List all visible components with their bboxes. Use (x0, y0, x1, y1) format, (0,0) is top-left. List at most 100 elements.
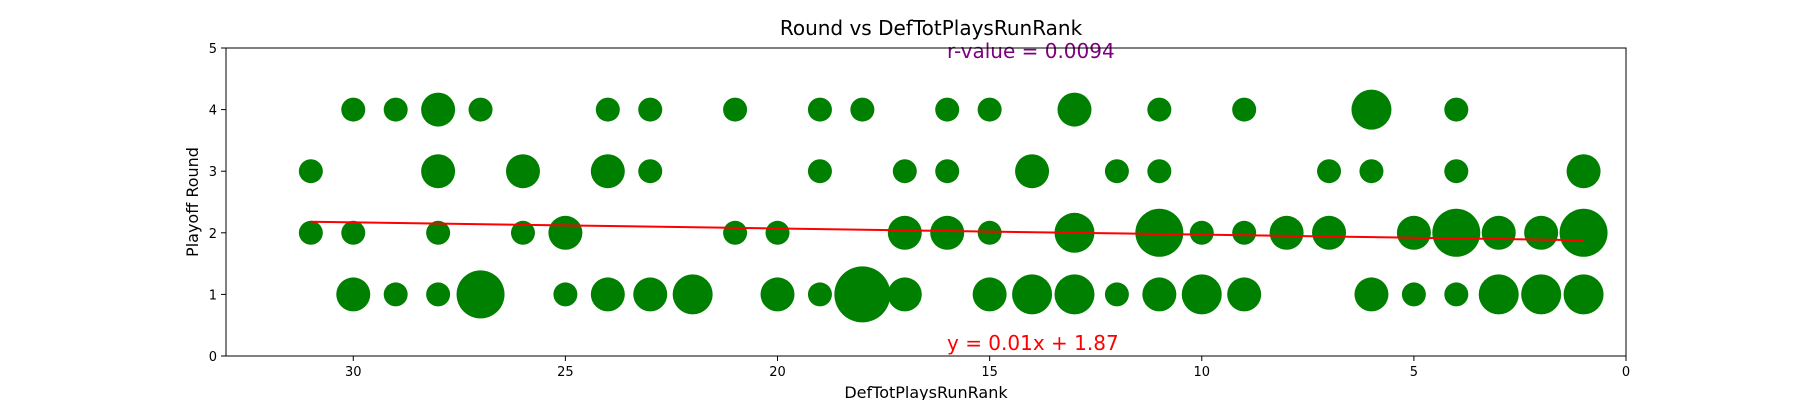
data-point (638, 159, 663, 184)
data-point (1559, 208, 1608, 257)
data-point (456, 270, 505, 319)
data-point (1142, 277, 1177, 312)
r-value-annotation: r-value = 0.0094 (947, 39, 1115, 63)
plot-frame (225, 47, 1627, 357)
data-point (1359, 159, 1384, 184)
trend-line-group (310, 220, 1584, 242)
trend-line (310, 220, 1584, 242)
data-point (1478, 274, 1519, 315)
y-tick-label: 5 (209, 42, 217, 57)
data-point (1104, 282, 1129, 307)
data-point (887, 215, 922, 250)
data-point (1269, 215, 1304, 250)
data-point (765, 220, 790, 245)
data-point (1444, 97, 1469, 122)
data-point (1012, 274, 1053, 315)
data-point (760, 277, 795, 312)
data-point (1054, 274, 1095, 315)
data-point (850, 97, 875, 122)
data-point (1057, 92, 1092, 127)
data-point (298, 159, 323, 184)
data-point (723, 97, 748, 122)
data-point (977, 220, 1002, 245)
data-point (1015, 154, 1050, 189)
data-point (977, 97, 1002, 122)
y-tick-label: 1 (209, 288, 217, 303)
data-point (426, 220, 451, 245)
data-point (595, 97, 620, 122)
data-point (421, 154, 456, 189)
data-point (1147, 97, 1172, 122)
data-point (1147, 159, 1172, 184)
x-tick-label: 0 (1622, 365, 1630, 380)
data-point (672, 274, 713, 315)
data-point (892, 159, 917, 184)
data-point (807, 97, 832, 122)
y-tick-label: 4 (209, 104, 217, 119)
data-point (1444, 282, 1469, 307)
data-point (1351, 89, 1392, 130)
data-point (1481, 215, 1516, 250)
data-point (1189, 220, 1214, 245)
x-tick-label: 20 (769, 365, 786, 380)
y-tick-label: 3 (209, 165, 217, 180)
data-point (1181, 274, 1222, 315)
data-point (935, 97, 960, 122)
x-axis-ticks: 30 25 20 15 10 5 0 (345, 356, 1630, 380)
data-point (505, 154, 540, 189)
x-tick-label: 15 (981, 365, 998, 380)
data-point (1521, 274, 1562, 315)
data-point (1354, 277, 1389, 312)
y-tick-label: 2 (209, 227, 217, 242)
y-tick-label: 0 (209, 350, 217, 365)
data-point (383, 282, 408, 307)
data-point (298, 220, 323, 245)
data-point (1317, 159, 1342, 184)
data-point (1227, 277, 1262, 312)
y-axis-ticks: 0 1 2 3 4 5 (209, 42, 226, 365)
data-point (510, 220, 535, 245)
data-point (1135, 208, 1184, 257)
data-point (590, 277, 625, 312)
data-point (834, 266, 891, 323)
data-point (935, 159, 960, 184)
data-point (930, 215, 965, 250)
data-point (468, 97, 493, 122)
data-point (553, 282, 578, 307)
data-point (336, 277, 371, 312)
data-point (1401, 282, 1426, 307)
data-point (1232, 97, 1257, 122)
data-point (887, 277, 922, 312)
data-point (341, 220, 366, 245)
x-tick-label: 10 (1193, 365, 1210, 380)
data-point (1104, 159, 1129, 184)
data-point (421, 92, 456, 127)
data-point (633, 277, 668, 312)
x-tick-label: 25 (557, 365, 574, 380)
x-tick-label: 30 (345, 365, 362, 380)
data-point (426, 282, 451, 307)
data-point (1312, 215, 1347, 250)
data-points (298, 89, 1608, 323)
data-point (1566, 154, 1601, 189)
x-axis-label: DefTotPlaysRunRank (844, 383, 1008, 400)
data-point (723, 220, 748, 245)
data-point (1563, 274, 1604, 315)
data-point (590, 154, 625, 189)
data-point (1432, 208, 1481, 257)
y-axis-label: Playoff Round (183, 147, 202, 257)
x-tick-label: 5 (1410, 365, 1418, 380)
data-point (807, 159, 832, 184)
data-point (807, 282, 832, 307)
equation-annotation: y = 0.01x + 1.87 (947, 331, 1119, 355)
data-point (341, 97, 366, 122)
chart-title: Round vs DefTotPlaysRunRank (780, 16, 1083, 40)
data-point (972, 277, 1007, 312)
data-point (1524, 215, 1559, 250)
data-point (1396, 215, 1431, 250)
data-point (548, 215, 583, 250)
data-point (638, 97, 663, 122)
data-point (1232, 220, 1257, 245)
data-point (1444, 159, 1469, 184)
